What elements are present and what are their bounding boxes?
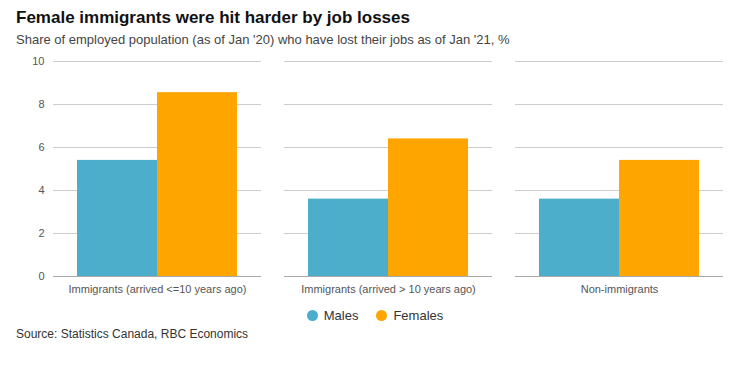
html-text:Share of employed population (: Share of employed population (as of Jan … [16,32,510,47]
svg-text:0: 0 [38,270,44,282]
html-text:Female immigrants were hit har: Female immigrants were hit harder by job… [16,8,410,27]
svg-text:8: 8 [38,98,44,110]
html-text:Males: Males [323,308,359,323]
svg-text:4: 4 [38,184,44,196]
svg-text:Immigrants (arrived > 10 years: Immigrants (arrived > 10 years ago) [301,283,476,295]
svg-text:Non-immigrants: Non-immigrants [581,283,659,295]
svg-text:10: 10 [32,55,44,67]
svg-text:2: 2 [38,227,44,239]
svg-text:6: 6 [38,141,44,153]
svg-text:Immigrants (arrived <=10 years: Immigrants (arrived <=10 years ago) [69,283,247,295]
html-text:Source: Statistics Canada, RBC: Source: Statistics Canada, RBC Economics [16,327,249,341]
html-text:Females: Females [393,308,444,323]
